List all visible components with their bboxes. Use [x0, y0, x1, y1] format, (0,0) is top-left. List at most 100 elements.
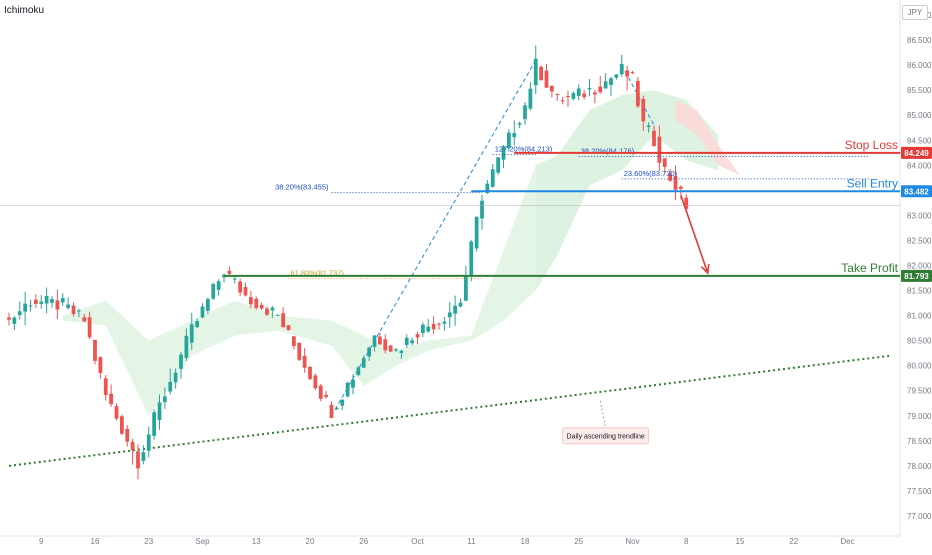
y-tick-label: 78.500 [907, 437, 932, 446]
y-tick-label: 84.000 [907, 161, 932, 170]
x-tick-label: Oct [411, 537, 424, 546]
candle-body [334, 408, 339, 410]
level-label-sell-entry: Sell Entry [847, 176, 898, 190]
candle-body [399, 350, 404, 353]
candle-body [566, 95, 570, 97]
candle-body [270, 307, 275, 311]
candle-body [281, 313, 286, 328]
candle-body [205, 299, 210, 311]
indicator-label[interactable]: Ichimoku [4, 5, 45, 16]
candle-body [609, 78, 613, 85]
y-tick-label: 79.500 [907, 387, 932, 396]
callout-box [562, 427, 650, 445]
candle-body [474, 216, 479, 249]
candle-body [318, 385, 323, 399]
candle-body [517, 123, 522, 125]
cloud-segment-forward [675, 100, 740, 176]
candle-body [17, 311, 22, 316]
candle-body [426, 326, 431, 332]
candle-body [394, 349, 398, 351]
price-tag-label: 84.249 [904, 149, 929, 158]
candle-body [410, 340, 415, 344]
candle-body [641, 98, 646, 122]
candle-body [103, 378, 108, 395]
candle-body [463, 275, 468, 301]
cloud-segment [471, 250, 504, 341]
candle-body [598, 86, 603, 93]
cloud-segment [428, 335, 472, 351]
candle-body [152, 412, 157, 436]
candle-body [7, 317, 11, 320]
currency-badge[interactable]: JPY [902, 5, 928, 20]
candle-body [469, 241, 474, 276]
candle-body [216, 281, 221, 290]
candle-body [592, 92, 597, 95]
candle-body [297, 342, 302, 360]
x-tick-label: 9 [39, 537, 44, 546]
x-tick-label: 26 [359, 537, 368, 546]
cloud-segment [363, 335, 396, 386]
candle-body [673, 176, 678, 190]
fib-label: 23.60%(83.730) [624, 169, 678, 178]
candle-body [291, 336, 296, 347]
trend-line-daily-trendline [8, 354, 891, 467]
candle-body [200, 306, 205, 318]
price-tag-take-profit [901, 269, 932, 282]
candle-body [533, 58, 538, 86]
candle-body [512, 133, 517, 138]
y-tick-label: 81.000 [907, 312, 932, 321]
candle-body [39, 301, 44, 304]
candle-body [275, 314, 280, 316]
candle-body [243, 287, 248, 296]
y-tick-label: 82.000 [907, 261, 932, 270]
fib-label: 38.20%(84.176) [581, 146, 635, 155]
candle-body [173, 372, 178, 383]
candle-body [356, 367, 361, 375]
cloud-segment [191, 300, 235, 356]
candle-body [603, 81, 608, 89]
x-tick-label: 23 [144, 537, 153, 546]
candle-body [367, 347, 372, 357]
candle-body [652, 130, 656, 147]
forecast-arrow-head [700, 263, 710, 275]
forecast-arrow [680, 195, 709, 274]
candle-body [453, 305, 458, 314]
candle-body [184, 335, 189, 358]
candle-body [162, 396, 167, 403]
y-tick-label: 81.500 [907, 287, 932, 296]
trend-line-fib-leg-1 [331, 59, 537, 417]
cloud-segment [331, 320, 364, 386]
candle-body [619, 63, 624, 75]
candle-body [528, 88, 533, 109]
candle-body [179, 354, 183, 369]
candle-body [71, 305, 76, 314]
x-tick-label: Sep [195, 537, 210, 546]
cloud-segment [503, 165, 536, 321]
y-tick-label: 80.500 [907, 337, 932, 346]
price-tag-sell-entry [901, 185, 932, 198]
candle-body [635, 80, 640, 107]
candle-body [480, 200, 484, 219]
x-tick-label: 11 [467, 537, 476, 546]
candle-body [141, 452, 146, 461]
candle-body [130, 441, 135, 451]
candle-body [437, 323, 441, 325]
candle-body [383, 339, 388, 351]
candle-body [549, 85, 554, 92]
candle-body [657, 136, 662, 163]
cloud-segment [396, 340, 429, 366]
candle-body [555, 93, 560, 95]
candle-body [485, 183, 490, 193]
candle-body [576, 88, 581, 96]
candle-body [168, 381, 173, 392]
candle-body [50, 299, 54, 303]
candle-body [523, 105, 527, 120]
cloud-segment [148, 320, 192, 416]
trend-line-fib-leg-2 [621, 64, 655, 126]
candle-body [146, 434, 151, 451]
candle-body [625, 70, 630, 77]
price-tag-label: 81.793 [904, 272, 929, 281]
cloud-segment [62, 300, 106, 326]
